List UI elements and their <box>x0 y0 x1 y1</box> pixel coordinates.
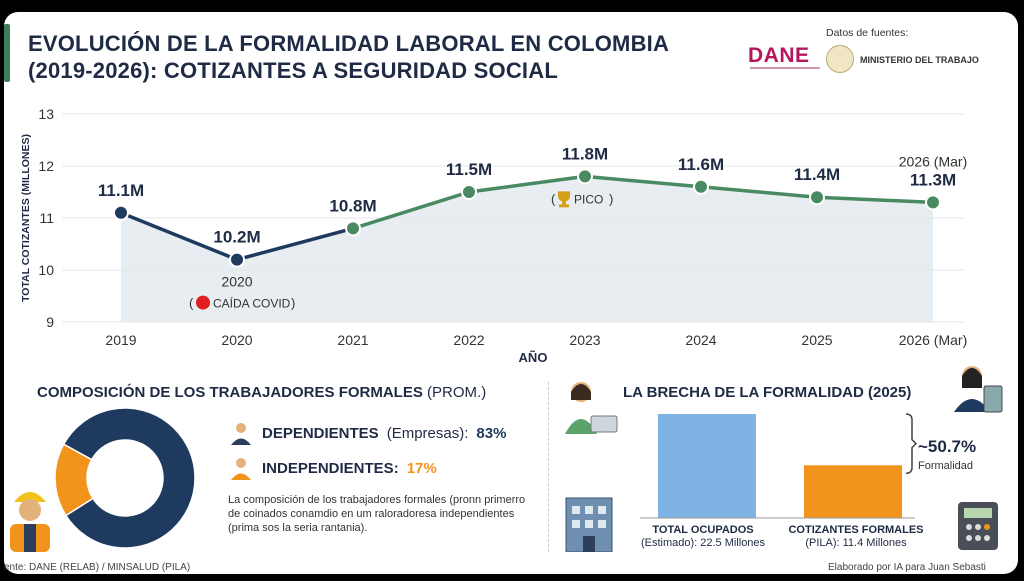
series-line-segment <box>235 226 355 262</box>
ministerio-logo-text: MINISTERIO DEL TRABAJO <box>860 55 979 65</box>
data-label: 11.5M <box>446 160 492 179</box>
accountant-icon <box>954 366 1003 413</box>
chart-area <box>121 176 933 322</box>
data-point <box>925 194 941 211</box>
footer-source: ente: DANE (RELAB) / MINSALUD (PILA) <box>4 562 191 573</box>
title-accent-bar <box>4 24 10 82</box>
gap-bar-1 <box>658 414 756 518</box>
section-divider <box>548 382 549 552</box>
laptop-worker-icon <box>565 382 618 434</box>
series-line-segment <box>351 190 471 231</box>
bar1-label: TOTAL OCUPADOS (Estimado): 22.5 Millones <box>628 524 778 550</box>
x-tick-label: 2021 <box>337 332 368 348</box>
x-tick-label: 2024 <box>685 332 716 348</box>
title-line-1: EVOLUCIÓN DE LA FORMALIDAD LABORAL EN CO… <box>28 31 670 56</box>
series-line-segment <box>119 211 239 262</box>
composition-note: La composición de los trabajadores forma… <box>228 494 526 534</box>
composition-title-suffix: (PROM.) <box>427 384 487 401</box>
dane-logo-underline <box>750 67 820 69</box>
data-point <box>577 168 593 185</box>
data-point <box>113 204 129 221</box>
sources-label: Datos de fuentes: <box>826 27 909 39</box>
independientes-label: INDEPENDIENTES: <box>262 459 399 477</box>
peak-paren-close: ) <box>609 191 613 206</box>
donut-slice-dependientes <box>62 407 196 549</box>
bar1-detail: (Estimado): 22.5 Millones <box>640 537 766 549</box>
data-point <box>345 220 361 237</box>
bar1-name: TOTAL OCUPADOS <box>652 524 754 536</box>
donut-slice-independientes <box>54 443 94 517</box>
data-label: 10.8M <box>329 196 376 215</box>
x-tick-label: 2023 <box>569 332 600 348</box>
trophy-icon <box>558 191 570 208</box>
data-label: 11.4M <box>794 165 840 184</box>
data-label: 11.3M <box>910 170 956 189</box>
dependientes-detail: (Empresas): <box>386 424 469 442</box>
data-point <box>229 251 245 268</box>
title-line-2: (2019-2026): COTIZANTES A SEGURIDAD SOCI… <box>28 58 558 83</box>
x-tick-label: 2025 <box>801 332 832 348</box>
series-line-segment <box>815 195 935 205</box>
data-point <box>461 184 477 200</box>
construction-worker-icon <box>10 492 50 552</box>
office-building-icon <box>565 497 613 552</box>
series-line-segment <box>699 185 819 199</box>
colombia-seal-icon <box>826 45 854 73</box>
covid-paren-open: ( <box>189 296 194 311</box>
calculator-icon <box>958 502 998 550</box>
covid-paren-close: ) <box>291 296 295 311</box>
bar2-label: COTIZANTES FORMALES (PILA): 11.4 Millone… <box>776 524 936 550</box>
dependientes-value: 83% <box>476 424 507 442</box>
data-label: 11.1M <box>98 181 144 200</box>
y-tick-label: 13 <box>38 106 54 122</box>
x-tick-label: 2020 <box>221 332 252 348</box>
covid-alert-icon <box>196 295 210 310</box>
page-title: EVOLUCIÓN DE LA FORMALIDAD LABORAL EN CO… <box>28 30 669 84</box>
freelancer-icon <box>231 458 251 480</box>
legend-independientes: INDEPENDIENTES: 17% <box>228 455 437 481</box>
x-tick-label: 2026 (Mar) <box>899 332 967 348</box>
composition-title: COMPOSICIÓN DE LOS TRABAJADORES FORMALES… <box>37 384 486 401</box>
x-axis-label: AÑO <box>519 350 548 365</box>
gap-title: LA BRECHA DE LA FORMALIDAD (2025) <box>623 384 912 401</box>
bar2-detail: (PILA): 11.4 Millones <box>805 537 907 549</box>
last-point-prefix: 2026 (Mar) <box>899 153 967 169</box>
data-label: 10.2M <box>213 228 260 247</box>
dane-logo: DANE <box>748 44 810 67</box>
y-tick-label: 11 <box>39 210 54 226</box>
employee-icon <box>231 423 251 445</box>
y-axis-label: TOTAL COTIZANTES (MILLONES) <box>20 134 32 302</box>
y-tick-label: 12 <box>38 158 54 174</box>
legend-dependientes: DEPENDIENTES (Empresas): 83% <box>228 420 506 446</box>
bar2-name: COTIZANTES FORMALES <box>788 524 924 536</box>
data-point <box>809 189 825 206</box>
series-line-segment <box>467 174 587 194</box>
gap-value: ~50.7% <box>918 437 977 456</box>
data-label: 11.8M <box>562 144 608 163</box>
data-point <box>693 178 709 195</box>
composition-title-text: COMPOSICIÓN DE LOS TRABAJADORES FORMALES <box>37 384 423 401</box>
gap-bar-2 <box>804 465 902 518</box>
peak-paren-open: ( <box>551 191 556 206</box>
x-tick-label: 2022 <box>453 332 484 348</box>
y-tick-label: 9 <box>46 314 54 330</box>
independientes-value: 17% <box>406 459 437 477</box>
gap-label: Formalidad <box>918 460 974 472</box>
series-line-segment <box>583 174 703 189</box>
x-tick-label: 2019 <box>105 332 136 348</box>
covid-annotation: CAÍDA COVID <box>213 296 291 311</box>
peak-annotation: PICO <box>574 192 603 206</box>
dependientes-label: DEPENDIENTES <box>262 424 379 442</box>
covid-year-label: 2020 <box>221 274 252 290</box>
gap-bracket <box>905 413 918 475</box>
y-tick-label: 10 <box>38 262 54 278</box>
footer-credit: Elaborado por IA para Juan Sebasti <box>828 562 986 573</box>
data-label: 11.6M <box>678 155 724 174</box>
